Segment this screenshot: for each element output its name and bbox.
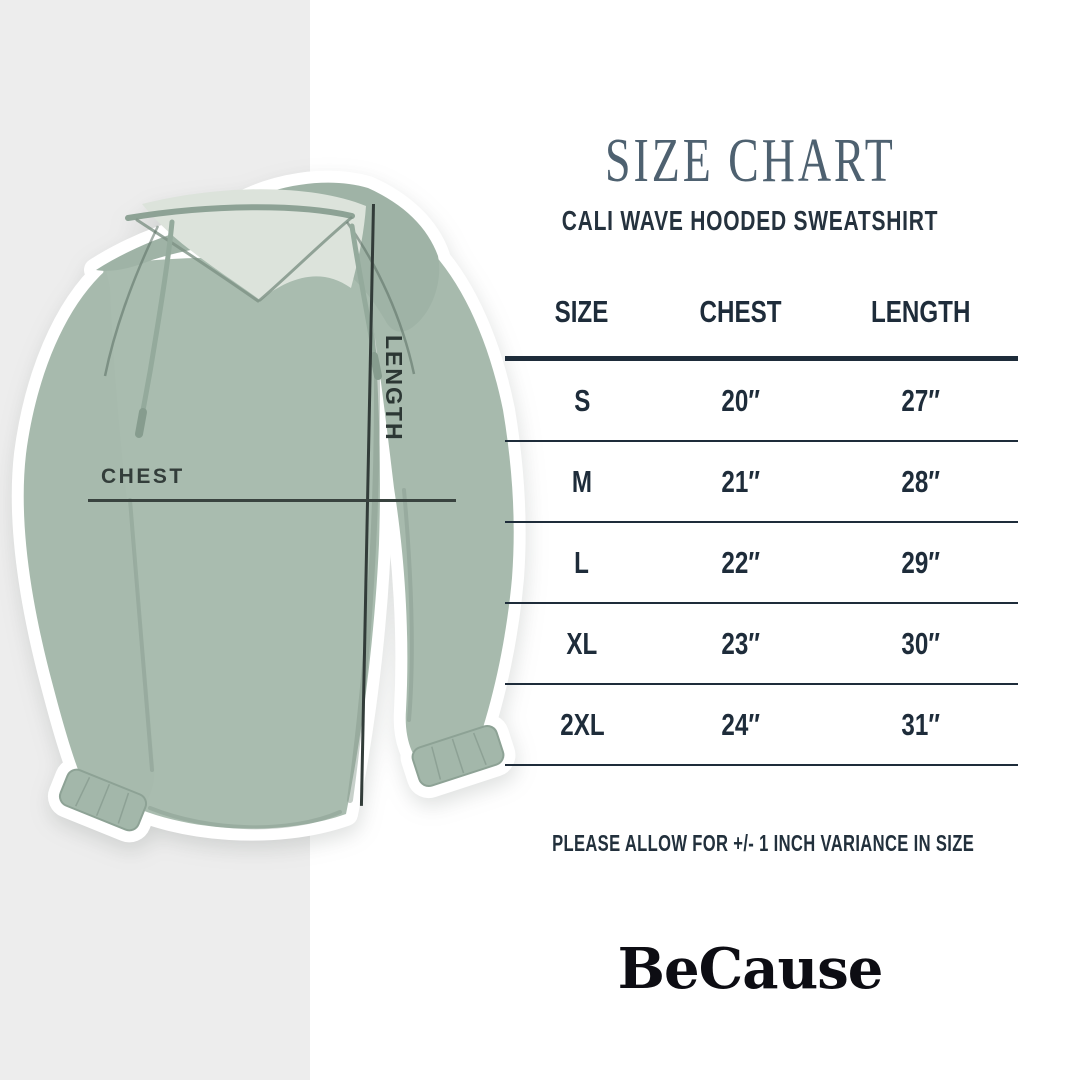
table-row-s: S 20″ 27″ (505, 361, 1018, 442)
left-cuff (58, 768, 148, 832)
drawstring-aglets (135, 352, 382, 438)
hoodie-product-photo (11, 170, 526, 843)
cell-chest: 23″ (721, 625, 761, 661)
cell-size: M (571, 463, 593, 499)
hoodie-garment (23, 182, 514, 832)
column-header-size: SIZE (555, 294, 609, 329)
hoodie-right-sleeve (366, 253, 514, 776)
cell-length: 28″ (901, 463, 940, 499)
chest-measure-line (88, 499, 456, 502)
cell-length: 30″ (901, 625, 940, 661)
page-title: SIZE CHART (604, 127, 896, 195)
table-row-m: M 21″ 28″ (505, 442, 1018, 523)
column-header-chest: CHEST (699, 294, 782, 329)
cell-length: 29″ (901, 544, 940, 580)
right-cuff (411, 724, 505, 788)
hood-lining (142, 189, 366, 300)
chest-label: CHEST (101, 465, 185, 488)
column-header-length: LENGTH (870, 294, 971, 329)
table-row-2xl: 2XL 24″ 31″ (505, 685, 1018, 766)
hoodie-torso (92, 257, 380, 829)
size-table-header: SIZE CHEST LENGTH (505, 268, 1018, 361)
cell-size: 2XL (559, 706, 605, 742)
raglan-seam-right (345, 221, 416, 375)
cell-chest: 21″ (721, 463, 761, 499)
table-row-l: L 22″ 29″ (505, 523, 1018, 604)
cell-chest: 20″ (721, 382, 761, 418)
cell-size: L (574, 544, 590, 580)
brand-logo: BeCause (617, 936, 884, 1002)
table-row-xl: XL 23″ 30″ (505, 604, 1018, 685)
cell-length: 27″ (901, 382, 940, 418)
cell-size: XL (566, 625, 598, 661)
drawstrings (140, 219, 377, 413)
cell-length: 31″ (901, 706, 940, 742)
size-table: SIZE CHEST LENGTH S 20″ 27″ M 21″ 28″ L … (505, 268, 1018, 766)
hoodie-left-sleeve (23, 270, 155, 818)
neckline-piping (125, 204, 355, 221)
length-label: LENGTH (381, 335, 407, 442)
page-subtitle: CALI WAVE HOODED SWEATSHIRT (561, 205, 939, 236)
cell-chest: 22″ (721, 544, 761, 580)
variance-note: PLEASE ALLOW FOR +/- 1 INCH VARIANCE IN … (552, 830, 975, 856)
cell-chest: 24″ (721, 706, 761, 742)
cell-size: S (573, 382, 591, 418)
raglan-seam-left (103, 225, 160, 377)
